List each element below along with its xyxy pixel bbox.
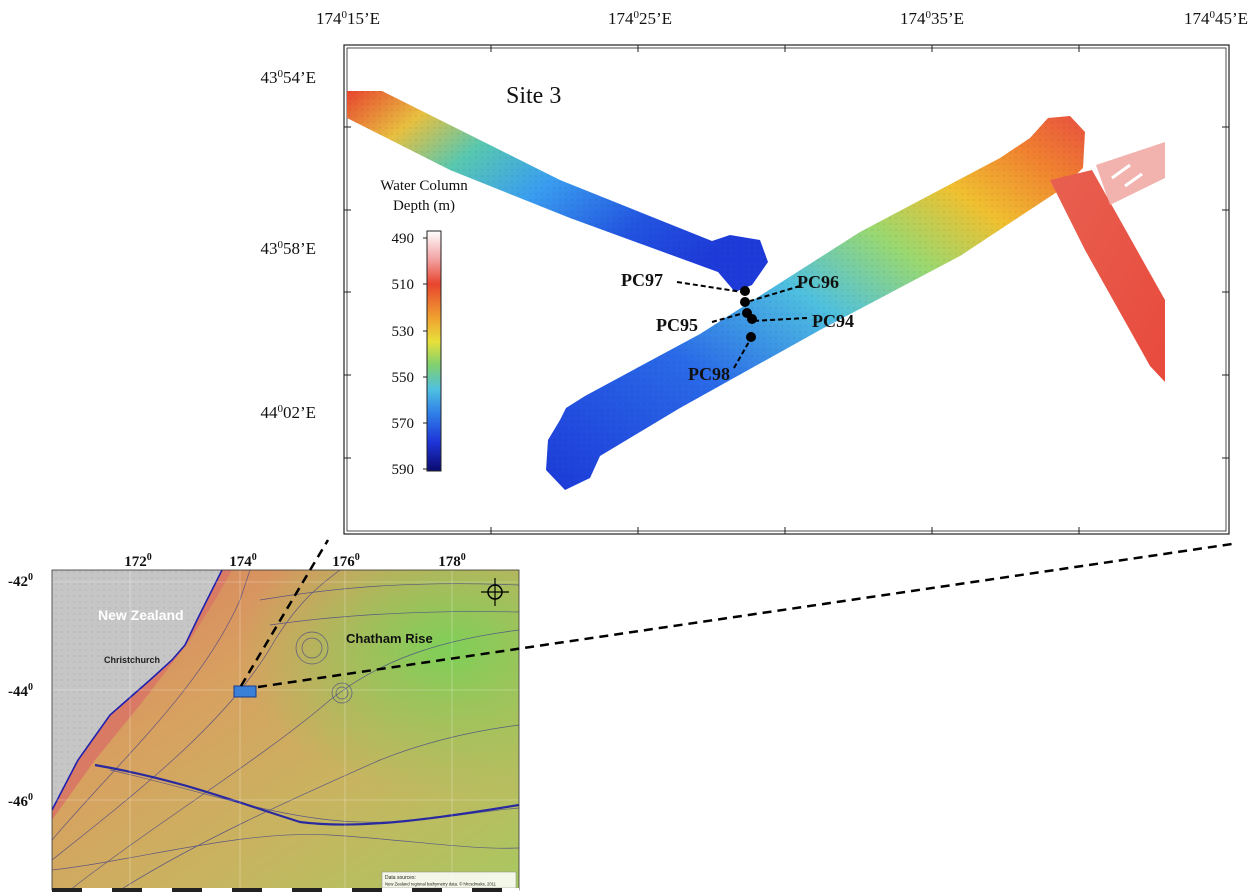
sample-label-pc97: PC97: [621, 270, 663, 290]
colorbar-tick-530: 530: [392, 324, 415, 340]
frame-ticks: [344, 45, 1229, 534]
compass-icon: [481, 578, 509, 606]
inset-trough: [94, 763, 519, 826]
inset-coastline: [52, 570, 223, 811]
inset-lon-178: 1780: [438, 552, 466, 570]
sample-label-pc94: PC94: [812, 311, 854, 331]
colorbar-tick-490: 490: [392, 231, 415, 247]
main-map-inner-frame: [346, 47, 1227, 532]
inset-label-chatham-rise: Chatham Rise: [346, 631, 433, 646]
inset-site-box: [233, 685, 257, 698]
colorbar-tick-590: 590: [392, 462, 415, 478]
sample-label-pc98: PC98: [688, 364, 730, 384]
inset-lat-46: -460: [8, 792, 33, 810]
sample-point-pc97: [740, 286, 750, 296]
lon-label-3: 174035’E: [900, 9, 964, 28]
inset-lon-172: 1720: [124, 552, 152, 570]
lon-label-1: 174015’E: [316, 9, 380, 28]
left-latitude-labels: 43054’E 43058’E 44002’E: [260, 68, 316, 422]
colorbar-title-line1: Water Column: [380, 178, 468, 194]
lat-label-3: 44002’E: [260, 403, 316, 422]
swath-southeast: [1050, 170, 1165, 382]
inset-map: New Zealand Christchurch Chatham Rise Da…: [8, 552, 520, 892]
sample-label-pc96: PC96: [797, 272, 839, 292]
depth-colorbar: Water Column Depth (m) 490 510 530 550 5…: [380, 178, 468, 478]
inset-credit-line2: New Zealand regional bathymetry data. © …: [385, 882, 497, 887]
bathymetry-swaths: [347, 91, 1165, 490]
inset-label-new-zealand: New Zealand: [98, 607, 184, 623]
inset-credit-line1: Data sources:: [385, 875, 416, 881]
sample-point-pc94: [747, 314, 757, 324]
swath-partial: [1096, 142, 1165, 205]
site-label: Site 3: [506, 83, 561, 109]
inset-lat-44: -440: [8, 682, 33, 700]
sample-point-pc98: [746, 332, 756, 342]
zoom-connectors: [239, 539, 1233, 689]
colorbar-bar: [426, 230, 442, 472]
lon-label-4: 174045’E: [1184, 9, 1248, 28]
inset-latitude-labels: -420 -440 -460: [8, 572, 33, 810]
lat-label-1: 43054’E: [260, 68, 316, 87]
sample-point-pc96: [740, 297, 750, 307]
lat-label-2: 43058’E: [260, 239, 316, 258]
connector-left: [239, 539, 330, 687]
inset-lon-174: 1740: [229, 552, 257, 570]
inset-bottom-border: [52, 888, 519, 892]
inset-label-christchurch: Christchurch: [104, 655, 160, 665]
inset-lon-176: 1760: [332, 552, 360, 570]
sample-points: PC97 PC96 PC95 PC94 PC98: [621, 270, 854, 384]
top-longitude-labels: 174015’E 174025’E 174035’E 174045’E: [316, 9, 1248, 28]
colorbar-tick-550: 550: [392, 370, 415, 386]
colorbar-title-line2: Depth (m): [393, 198, 455, 214]
inset-longitude-labels: 1720 1740 1760 1780: [124, 552, 466, 570]
inset-lat-42: -420: [8, 572, 33, 590]
inset-graticule: [52, 570, 519, 890]
lon-label-2: 174025’E: [608, 9, 672, 28]
inset-contours: [52, 570, 519, 890]
sample-label-pc95: PC95: [656, 315, 698, 335]
main-map: Site 3 174015’E 174025’E 174035’E 174045…: [260, 9, 1248, 535]
colorbar-tick-510: 510: [392, 277, 415, 293]
colorbar-tick-570: 570: [392, 416, 415, 432]
